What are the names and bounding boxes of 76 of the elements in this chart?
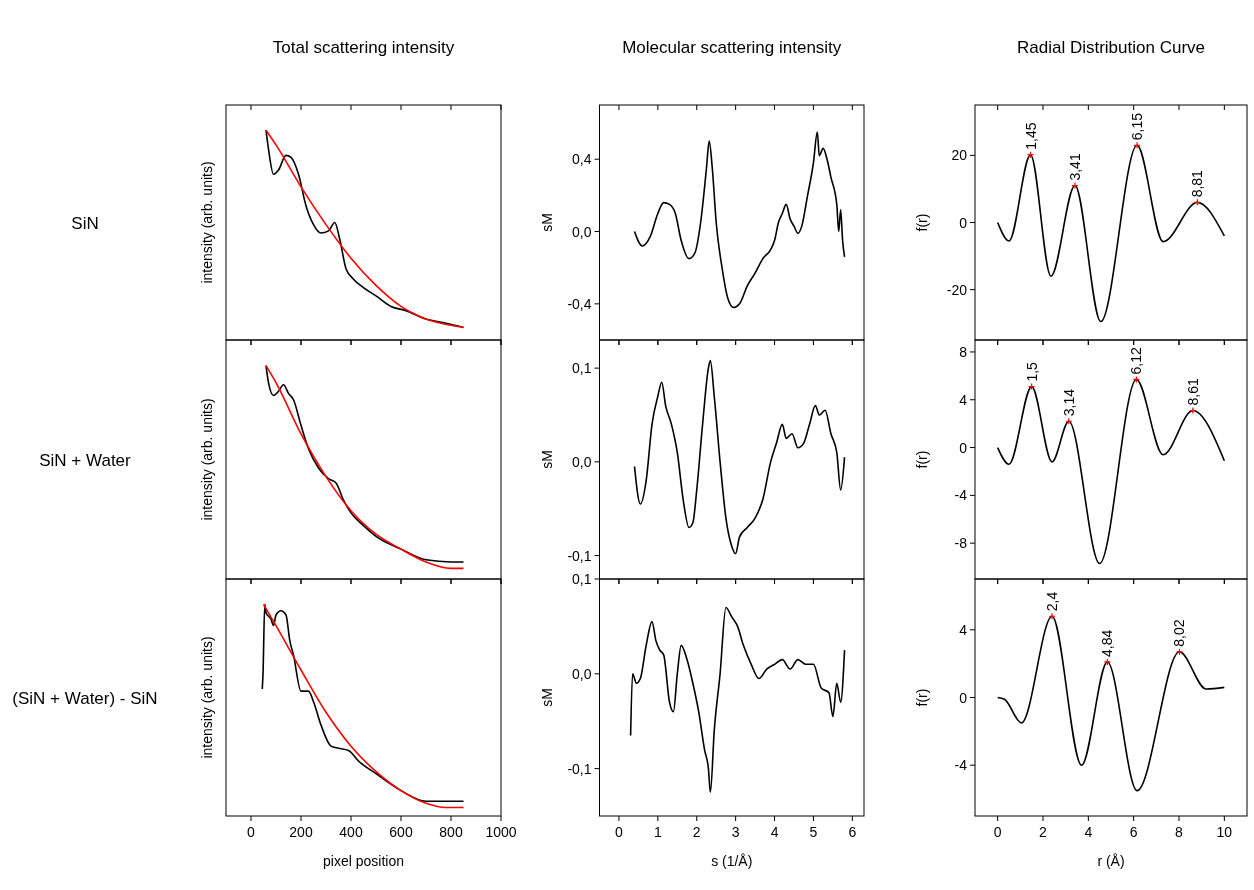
text: SiN + Water bbox=[39, 450, 132, 470]
y-axis-title: f(r) bbox=[914, 688, 930, 707]
annotation: 6,15 bbox=[1129, 112, 1146, 141]
annotation: 3,41 bbox=[1066, 153, 1083, 181]
y-axis-title: sM bbox=[538, 450, 555, 469]
x-tick-label: 6 bbox=[848, 824, 857, 840]
annotation: 1,45 bbox=[1022, 122, 1039, 150]
annotation: 8,61 bbox=[1184, 378, 1201, 406]
chart-title: Radial Distribution Curve bbox=[1016, 38, 1206, 57]
y-tick-label: -8 bbox=[954, 535, 968, 552]
y-tick-label: 20 bbox=[951, 147, 968, 164]
line-series bbox=[629, 606, 846, 794]
x-tick-label: 5 bbox=[809, 824, 818, 840]
x-axis-title: pixel position bbox=[323, 853, 404, 869]
annotation: 2,4 bbox=[1044, 591, 1061, 612]
y-axis-title: intensity (arb. units) bbox=[199, 161, 215, 284]
x-tick-label: 0 bbox=[247, 824, 256, 840]
annotation: 8,81 bbox=[1189, 169, 1206, 198]
y-tick-label: 0 bbox=[959, 689, 968, 706]
y-axis-title: intensity (arb. units) bbox=[199, 398, 215, 521]
line-series bbox=[633, 359, 846, 555]
y-axis-title: sM bbox=[538, 213, 555, 232]
y-tick-label: 4 bbox=[959, 391, 968, 408]
annotation: 8,02 bbox=[1171, 619, 1188, 647]
x-tick-label: 10 bbox=[1216, 824, 1233, 840]
text: SiN bbox=[71, 213, 99, 233]
x-tick-label: 800 bbox=[439, 824, 463, 840]
annotation: 3,14 bbox=[1060, 388, 1077, 417]
point bbox=[1071, 181, 1079, 190]
y-tick-label: 0,0 bbox=[572, 223, 592, 240]
line-series bbox=[996, 615, 1226, 792]
x-tick-label: 1000 bbox=[485, 824, 517, 840]
x-tick-label: 2 bbox=[692, 824, 701, 840]
y-axis-title: f(r) bbox=[914, 213, 930, 232]
text: (SiN + Water) - SiN bbox=[12, 688, 158, 708]
point bbox=[1103, 658, 1111, 666]
x-tick-label: 8 bbox=[1175, 824, 1184, 840]
y-tick-label: 0,1 bbox=[572, 571, 592, 587]
point bbox=[1048, 612, 1056, 620]
y-tick-label: -4 bbox=[954, 757, 968, 774]
y-axis-title: f(r) bbox=[914, 450, 930, 469]
x-tick-label: 6 bbox=[1129, 824, 1138, 840]
x-tick-label: 400 bbox=[339, 824, 363, 840]
point bbox=[1133, 141, 1141, 149]
x-tick-label: 600 bbox=[389, 824, 413, 840]
y-tick-label: -20 bbox=[946, 281, 968, 298]
x-tick-label: 1 bbox=[653, 824, 662, 840]
x-tick-label: 0 bbox=[993, 824, 1002, 840]
y-tick-label: -4 bbox=[954, 487, 968, 504]
x-axis-title: s (1/Å) bbox=[711, 853, 753, 869]
x-tick-label: 200 bbox=[289, 824, 313, 840]
y-tick-label: 8 bbox=[959, 343, 968, 360]
y-tick-label: 0,1 bbox=[572, 360, 592, 377]
chart-title: Molecular scattering intensity bbox=[622, 38, 842, 57]
y-tick-label: -0,4 bbox=[567, 295, 592, 312]
y-tick-label: 0,0 bbox=[572, 665, 592, 682]
y-tick-label: -0,1 bbox=[567, 547, 592, 564]
y-axis-title: sM bbox=[538, 688, 555, 707]
y-tick-label: 4 bbox=[959, 621, 968, 638]
x-tick-label: 2 bbox=[1039, 824, 1048, 840]
y-tick-label: 0,4 bbox=[572, 151, 592, 168]
x-tick-label: 0 bbox=[615, 824, 624, 840]
chart-title: Total scattering intensity bbox=[272, 38, 455, 57]
x-tick-label: 3 bbox=[731, 824, 740, 840]
y-axis-title: intensity (arb. units) bbox=[199, 636, 215, 759]
annotation: 1,5 bbox=[1023, 361, 1040, 382]
y-tick-label: 0 bbox=[959, 439, 968, 456]
line-series bbox=[633, 131, 846, 309]
y-tick-label: 0,0 bbox=[572, 453, 592, 470]
annotation: 4,84 bbox=[1099, 629, 1116, 657]
x-axis-title: r (Å) bbox=[1097, 853, 1125, 869]
y-tick-label: -0,1 bbox=[567, 760, 592, 777]
annotation: 6,12 bbox=[1128, 346, 1145, 375]
x-tick-label: 4 bbox=[1084, 824, 1093, 840]
y-tick-label: 0 bbox=[959, 214, 968, 231]
x-tick-label: 4 bbox=[770, 824, 779, 840]
